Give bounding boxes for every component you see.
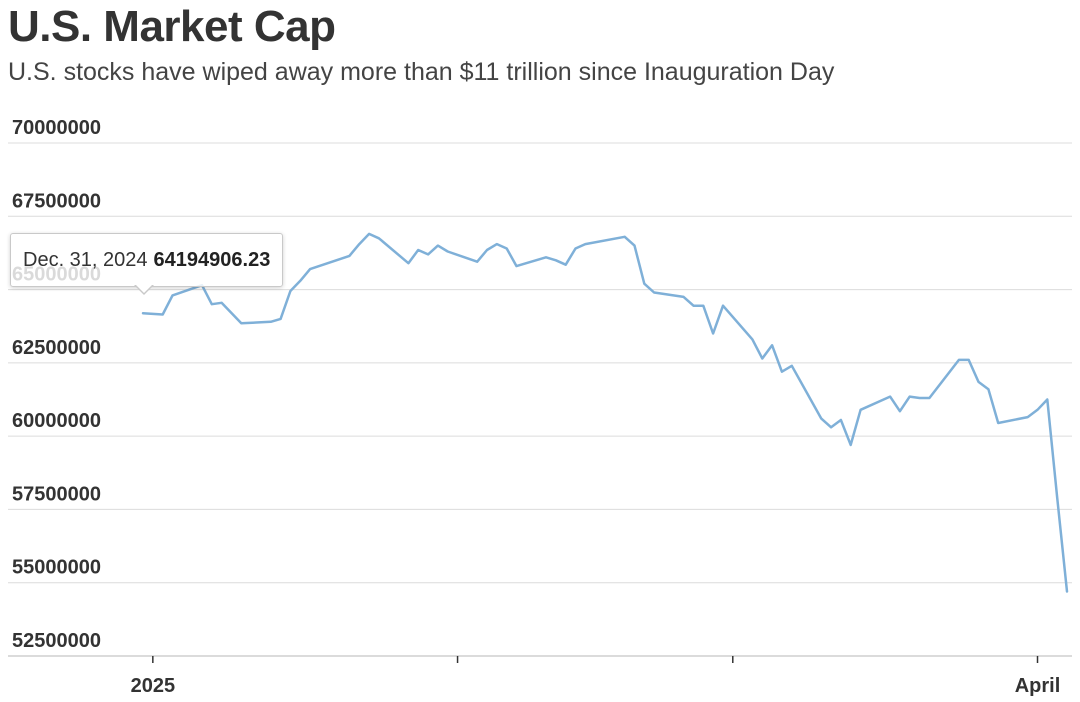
y-tick-label: 70000000 xyxy=(12,117,101,139)
chart-subtitle: U.S. stocks have wiped away more than $1… xyxy=(8,58,835,86)
y-tick-label: 67500000 xyxy=(12,190,101,212)
y-tick-label: 55000000 xyxy=(12,557,101,579)
grid-lines xyxy=(8,142,1072,584)
tooltip-value: 64194906.23 xyxy=(153,248,271,271)
x-axis: 2025 April xyxy=(131,656,1061,697)
hover-tooltip: Dec. 31, 2024 64194906.23 xyxy=(10,233,284,287)
tooltip-date: Dec. 31, 2024 xyxy=(23,248,148,271)
x-tick-label: April xyxy=(1015,675,1061,697)
tooltip-pointer xyxy=(134,284,154,295)
y-axis-labels: 7000000067500000650000006250000060000000… xyxy=(12,117,101,652)
x-tick-label: 2025 xyxy=(131,675,176,697)
series-line-market-cap[interactable] xyxy=(141,232,1069,593)
y-tick-label: 52500000 xyxy=(12,630,101,652)
y-tick-label: 57500000 xyxy=(12,483,101,505)
y-tick-label: 62500000 xyxy=(12,337,101,359)
chart-title: U.S. Market Cap xyxy=(8,2,336,51)
y-tick-label: 60000000 xyxy=(12,410,101,432)
